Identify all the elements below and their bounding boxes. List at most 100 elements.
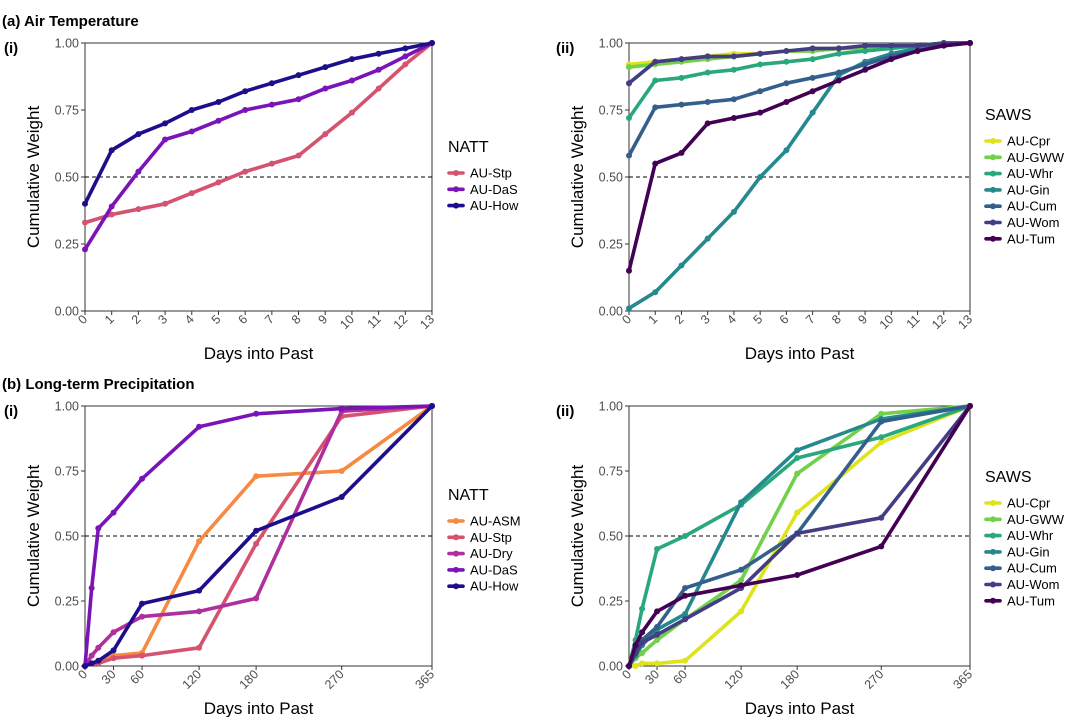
data-point-au-whr bbox=[794, 455, 801, 461]
data-point-au-how bbox=[82, 200, 88, 207]
data-point-au-das bbox=[108, 203, 115, 210]
y-axis-title: Cumulative Weight bbox=[568, 106, 587, 249]
legend-key-point bbox=[453, 170, 459, 176]
data-point-au-tum bbox=[682, 592, 689, 599]
y-tick-label: 1.00 bbox=[55, 37, 79, 51]
data-point-au-stp bbox=[188, 190, 195, 197]
data-point-au-how bbox=[295, 72, 302, 79]
data-point-au-wom bbox=[682, 616, 689, 623]
data-point-au-tum bbox=[626, 663, 632, 669]
y-tick-label: 0.50 bbox=[599, 171, 623, 185]
data-point-au-stp bbox=[295, 152, 302, 159]
legend-label: AU-GWW bbox=[1007, 512, 1065, 527]
data-point-au-cum bbox=[862, 61, 869, 68]
data-point-au-gin bbox=[730, 208, 737, 215]
y-tick-label: 0.25 bbox=[55, 238, 79, 252]
data-point-au-stp bbox=[110, 655, 117, 662]
data-point-au-das bbox=[110, 509, 117, 516]
x-tick-label: 7 bbox=[262, 312, 277, 327]
data-point-au-das bbox=[88, 585, 95, 591]
legend-label: AU-How bbox=[470, 579, 519, 594]
data-point-au-gin bbox=[809, 109, 816, 116]
data-point-au-whr bbox=[639, 605, 646, 612]
legend-label: AU-Wom bbox=[1007, 215, 1059, 230]
data-point-au-dry bbox=[253, 595, 260, 602]
data-point-au-how bbox=[188, 107, 195, 113]
legend-label: AU-Cpr bbox=[1007, 134, 1051, 149]
data-point-au-tum bbox=[626, 267, 632, 274]
legend-label: AU-How bbox=[470, 198, 519, 213]
y-tick-label: 0.75 bbox=[599, 104, 623, 118]
x-tick-label: 0 bbox=[75, 312, 90, 327]
data-point-au-cpr bbox=[639, 660, 646, 667]
data-point-au-tum bbox=[738, 582, 745, 589]
data-point-au-tum bbox=[639, 629, 646, 636]
legend-label: AU-Stp bbox=[470, 166, 512, 181]
data-point-au-cum bbox=[626, 152, 632, 159]
data-point-au-tum bbox=[730, 115, 737, 122]
data-point-au-dry bbox=[95, 644, 102, 651]
x-tick-label: 3 bbox=[155, 312, 170, 327]
data-point-au-whr bbox=[654, 546, 661, 552]
data-point-au-dry bbox=[139, 613, 146, 620]
legend-title: SAWS bbox=[985, 107, 1032, 124]
x-tick-label: 60 bbox=[127, 667, 147, 687]
x-tick-label: 3 bbox=[698, 312, 713, 327]
data-point-au-das bbox=[82, 246, 88, 253]
chart-panel-1: (i)0.000.250.500.751.000 1 2 3 4 5 6 7 8 9 10 11 12 1… bbox=[4, 37, 519, 364]
data-point-au-wom bbox=[862, 42, 869, 49]
data-point-au-whr bbox=[704, 69, 711, 76]
data-point-au-stp bbox=[139, 652, 146, 659]
data-point-au-how bbox=[242, 88, 249, 95]
x-tick-label: 13 bbox=[955, 312, 975, 332]
data-point-au-how bbox=[95, 657, 102, 664]
data-point-au-das bbox=[322, 85, 329, 92]
data-point-au-tum bbox=[757, 109, 764, 116]
legend-key-point bbox=[453, 518, 459, 524]
data-point-au-asm bbox=[253, 473, 260, 480]
data-point-au-stp bbox=[108, 211, 115, 218]
data-point-au-das bbox=[338, 405, 345, 412]
legend-key-point bbox=[990, 532, 996, 539]
data-point-au-tum bbox=[704, 120, 711, 127]
x-tick-label: 120 bbox=[180, 667, 205, 692]
data-point-au-das bbox=[139, 475, 146, 482]
data-point-au-cpr bbox=[632, 663, 639, 669]
y-tick-label: 1.00 bbox=[599, 37, 623, 51]
legend-key-point bbox=[990, 203, 996, 210]
legend-label: AU-Cpr bbox=[1007, 496, 1051, 511]
y-tick-label: 1.00 bbox=[599, 400, 623, 414]
data-point-au-how bbox=[253, 527, 260, 534]
x-tick-label: 11 bbox=[365, 312, 384, 331]
data-point-au-whr bbox=[682, 533, 689, 539]
data-point-au-dry bbox=[110, 629, 117, 636]
series-line-au-how bbox=[83, 41, 434, 206]
x-axis-title: Days into Past bbox=[204, 344, 314, 363]
legend-label: AU-Cum bbox=[1007, 199, 1057, 214]
data-point-au-stp bbox=[402, 61, 409, 68]
data-point-au-how bbox=[82, 663, 88, 669]
chart-panel-4: (ii) 0.00 0.25 0.50 0.75 1.00 0 30 60 120 180 270 36… bbox=[556, 400, 1065, 717]
x-tick-label: 7 bbox=[803, 312, 818, 327]
x-tick-label: 1 bbox=[646, 312, 661, 327]
x-tick-label: 180 bbox=[778, 667, 803, 692]
data-point-au-how bbox=[402, 45, 409, 52]
data-point-au-das bbox=[402, 53, 409, 60]
data-point-au-tum bbox=[967, 403, 973, 409]
data-point-au-gin bbox=[678, 262, 685, 269]
data-point-au-cpr bbox=[794, 509, 801, 516]
data-point-au-wom bbox=[794, 530, 801, 537]
legend-key-point bbox=[453, 566, 459, 573]
data-point-au-cum bbox=[730, 96, 737, 103]
data-point-au-how bbox=[429, 403, 435, 409]
panel-label: (i) bbox=[4, 403, 18, 420]
data-point-au-gin bbox=[682, 611, 689, 617]
y-tick-label: 0.00 bbox=[599, 305, 623, 319]
y-tick-label: 0.50 bbox=[55, 171, 79, 185]
data-point-au-wom bbox=[835, 45, 842, 52]
data-point-au-stp bbox=[375, 85, 382, 92]
legend-label: AU-Wom bbox=[1007, 577, 1059, 592]
